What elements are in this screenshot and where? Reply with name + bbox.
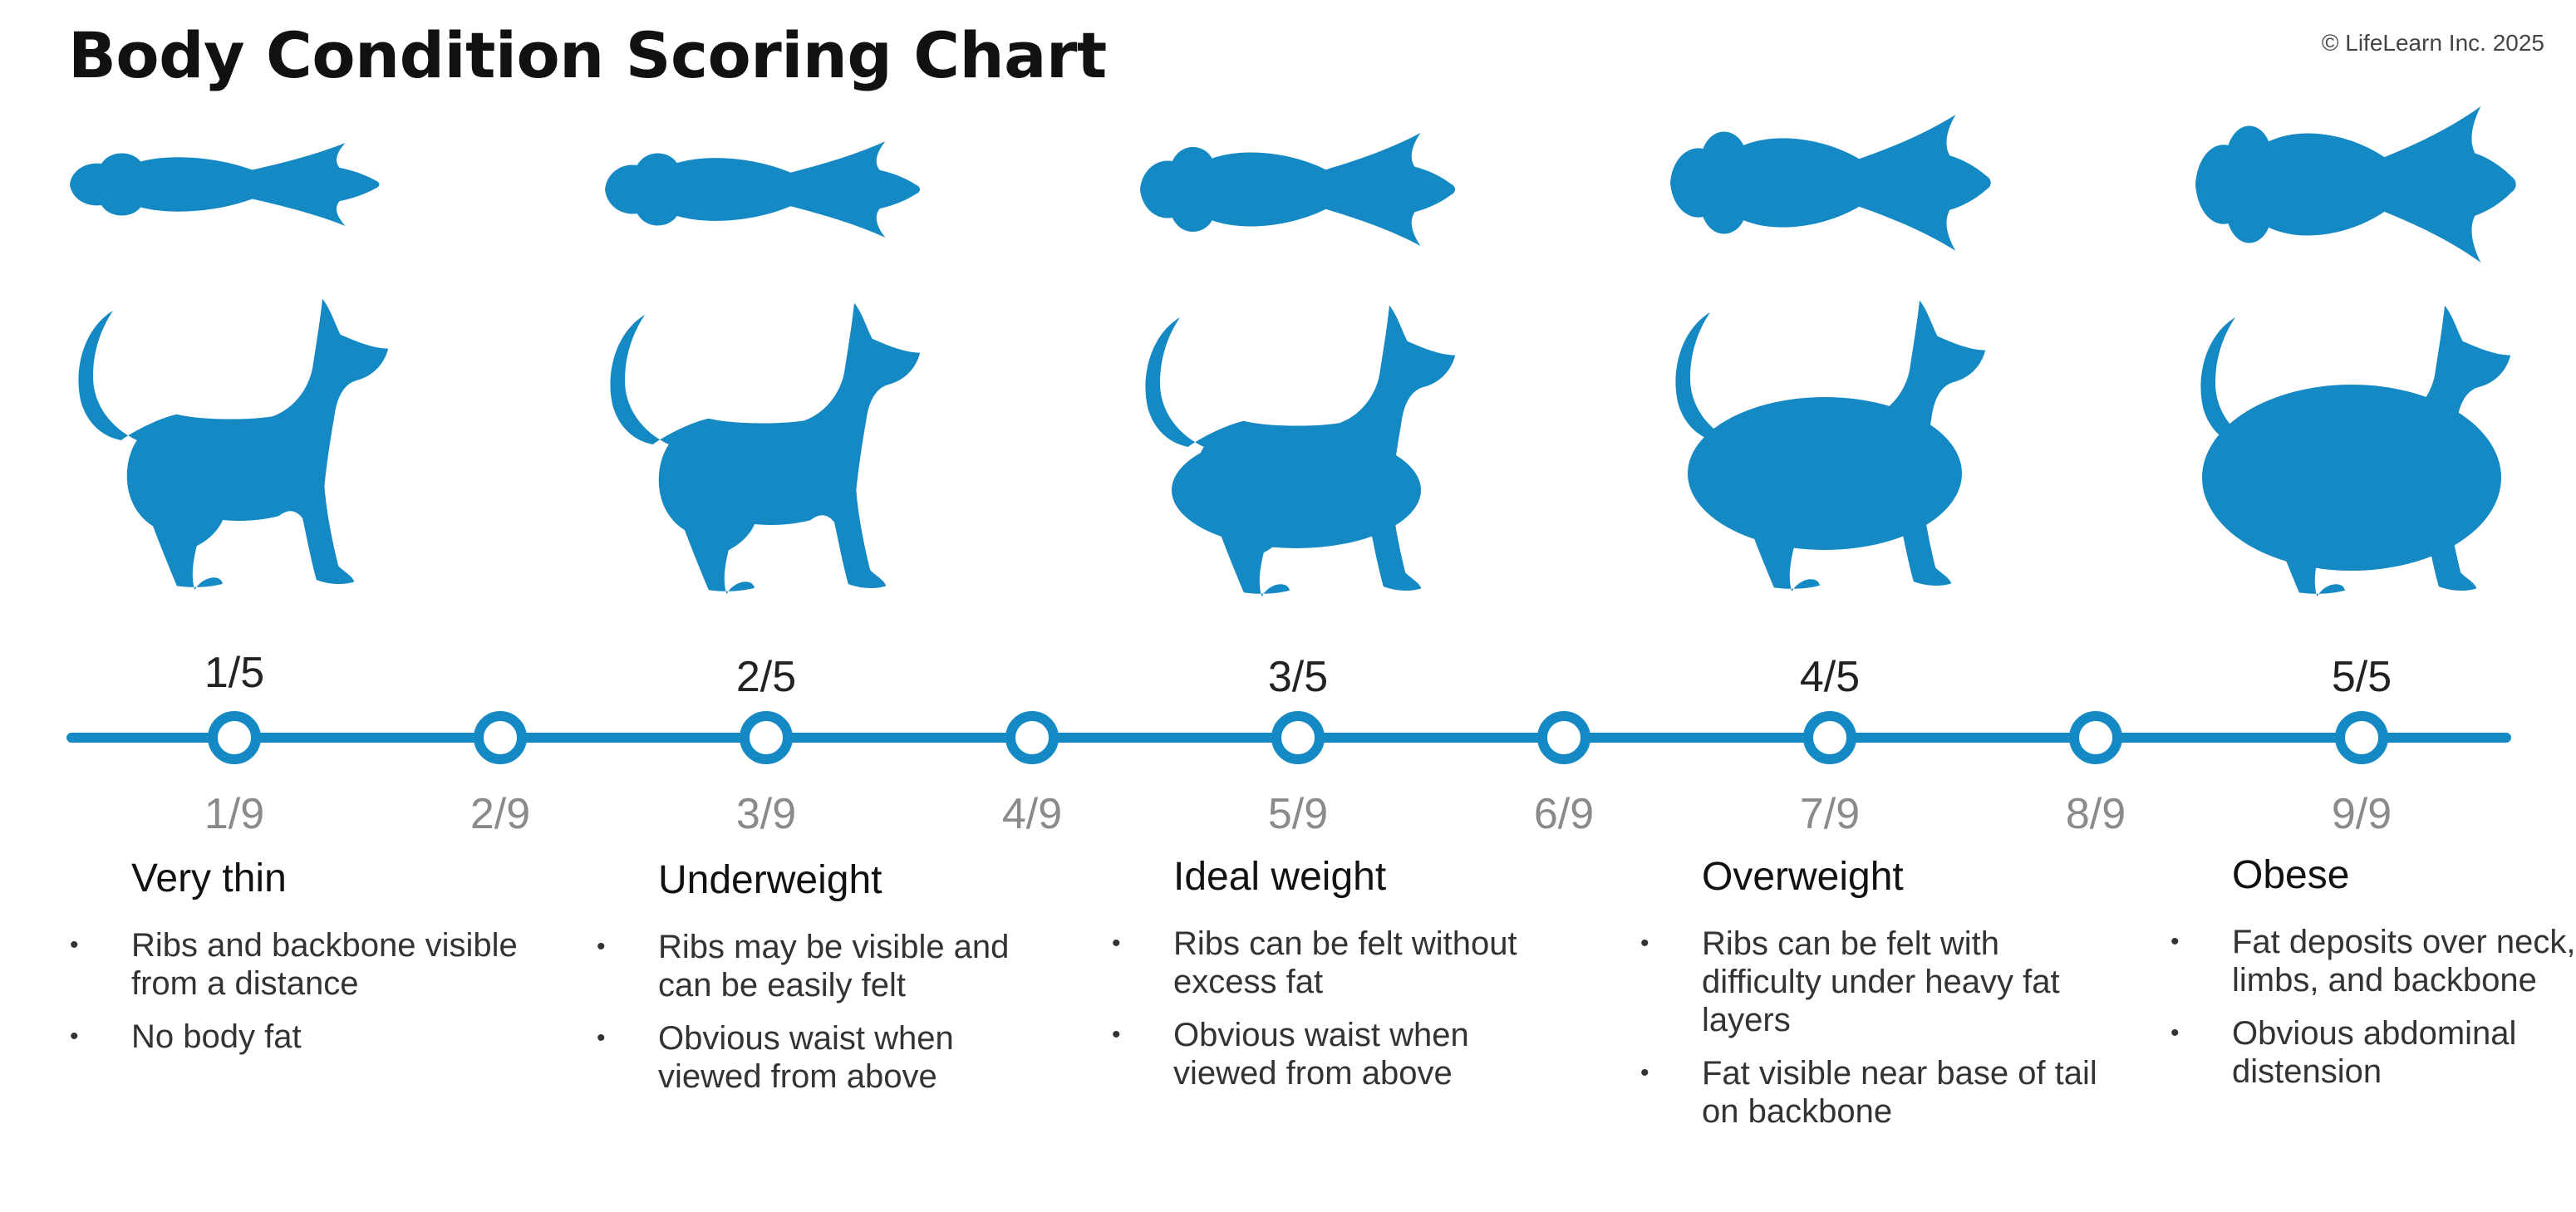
bullet-item: • Obvious waist when viewed from above: [597, 1019, 1057, 1096]
timeline-node: [1271, 711, 1325, 764]
category-bullets: • Ribs can be felt with difficulty under …: [1640, 925, 2101, 1131]
category-description: Overweight • Ribs can be felt with difficu…: [1640, 854, 2101, 1146]
dog-belly-fill: [2202, 385, 2501, 571]
bullet-item: • Ribs can be felt with difficulty under …: [1640, 925, 2101, 1039]
bullet-text: Obvious waist when viewed from above: [658, 1020, 954, 1095]
category-label: Overweight: [1702, 855, 1904, 899]
timeline-node: [1005, 711, 1059, 764]
bullet-text: No body fat: [131, 1018, 302, 1055]
bullet-icon: •: [1112, 930, 1121, 957]
category-description: Underweight • Ribs may be visible and can …: [597, 857, 1057, 1111]
bullet-item: • Fat deposits over neck, limbs, and back…: [2170, 923, 2576, 999]
nine-point-score: 5/9: [1267, 790, 1329, 838]
category-description: Ideal weight • Ribs can be felt without ex…: [1112, 854, 1572, 1107]
bullet-icon: •: [70, 1023, 79, 1050]
bullet-icon: •: [1112, 1021, 1121, 1048]
bullet-item: • Ribs can be felt without excess fat: [1112, 925, 1572, 1001]
category-bullets: • Ribs may be visible and can be easily f…: [597, 928, 1057, 1096]
five-point-score: 2/5: [735, 653, 797, 701]
bullet-text: Ribs and backbone visible from a distanc…: [131, 927, 518, 1002]
bullet-text: Fat deposits over neck, limbs, and backb…: [2232, 924, 2576, 999]
bullet-item: • Ribs and backbone visible from a distan…: [70, 926, 530, 1003]
nine-point-score: 4/9: [1001, 790, 1063, 838]
bullet-icon: •: [70, 931, 79, 959]
timeline-node: [474, 711, 527, 764]
bullet-icon: •: [1640, 1059, 1649, 1087]
bullet-icon: •: [597, 933, 606, 960]
bullet-icon: •: [2170, 1019, 2180, 1047]
bullet-text: Ribs can be felt without excess fat: [1173, 925, 1517, 1000]
five-point-score: 1/5: [204, 649, 265, 697]
dog-belly-fill: [1688, 397, 1962, 550]
nine-point-score: 8/9: [2065, 790, 2126, 838]
bullet-text: Obvious abdominal distension: [2232, 1015, 2517, 1090]
nine-point-score: 9/9: [2331, 790, 2392, 838]
page-title: Body Condition Scoring Chart: [68, 18, 1107, 92]
category-label: Obese: [2232, 853, 2350, 897]
bullet-item: • Obvious abdominal distension: [2170, 1014, 2576, 1091]
nine-point-score: 6/9: [1533, 790, 1595, 838]
timeline-node: [1537, 711, 1590, 764]
nine-point-score: 1/9: [204, 790, 265, 838]
timeline-node: [2069, 711, 2122, 764]
category-label: Underweight: [658, 858, 882, 902]
category-label: Very thin: [131, 856, 287, 900]
bullet-item: • Obvious waist when viewed from above: [1112, 1016, 1572, 1092]
category-description: Very thin • Ribs and backbone visible from…: [70, 856, 530, 1071]
category-bullets: • Ribs and backbone visible from a distan…: [70, 926, 530, 1056]
bullet-icon: •: [1640, 930, 1649, 957]
five-point-score: 4/5: [1799, 653, 1861, 701]
bullet-icon: •: [597, 1024, 606, 1052]
timeline-node: [2335, 711, 2388, 764]
bullet-text: Obvious waist when viewed from above: [1173, 1017, 1469, 1092]
timeline-node: [740, 711, 793, 764]
nine-point-score: 7/9: [1799, 790, 1861, 838]
bullet-text: Fat visible near base of tail on backbon…: [1702, 1055, 2097, 1130]
bullet-item: • Ribs may be visible and can be easily f…: [597, 928, 1057, 1004]
bullet-icon: •: [2170, 928, 2180, 955]
dog-belly-fill: [1172, 432, 1421, 548]
dog-figures: [70, 106, 2516, 596]
category-bullets: • Ribs can be felt without excess fat • Obv…: [1112, 925, 1572, 1092]
copyright-notice: © LifeLearn Inc. 2025: [2321, 30, 2544, 56]
bullet-item: • Fat visible near base of tail on backbo…: [1640, 1054, 2101, 1131]
category-label: Ideal weight: [1173, 855, 1387, 899]
five-point-score: 5/5: [2331, 653, 2392, 701]
bullet-item: • No body fat: [70, 1018, 530, 1056]
nine-point-score: 2/9: [469, 790, 531, 838]
category-description: Obese • Fat deposits over neck, limbs, and…: [2170, 852, 2576, 1106]
timeline-node: [1803, 711, 1856, 764]
bullet-text: Ribs may be visible and can be easily fe…: [658, 929, 1010, 1003]
category-bullets: • Fat deposits over neck, limbs, and back…: [2170, 923, 2576, 1091]
timeline-node: [208, 711, 261, 764]
bullet-text: Ribs can be felt with difficulty under h…: [1702, 925, 2060, 1038]
nine-point-score: 3/9: [735, 790, 797, 838]
five-point-score: 3/5: [1267, 653, 1329, 701]
